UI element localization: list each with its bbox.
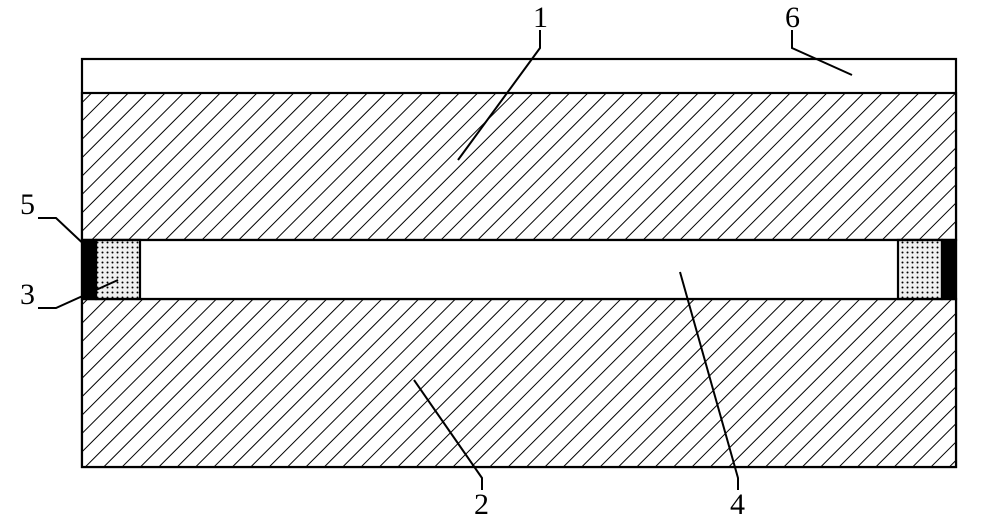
lower-hatched-region bbox=[82, 299, 956, 467]
diagram-stage: 1 6 5 3 2 4 bbox=[0, 0, 1000, 532]
callout-label-c4: 4 bbox=[730, 490, 745, 520]
gap-channel bbox=[82, 240, 956, 299]
callout-label-c3: 3 bbox=[20, 280, 35, 310]
callout-label-c2: 2 bbox=[474, 490, 489, 520]
diagram-svg bbox=[0, 0, 1000, 532]
right-black-block bbox=[942, 240, 956, 299]
right-dotted-block bbox=[898, 240, 942, 299]
callout-label-c5: 5 bbox=[20, 190, 35, 220]
callout-label-c1: 1 bbox=[533, 3, 548, 33]
left-dotted-block bbox=[96, 240, 140, 299]
upper-hatched-region bbox=[82, 93, 956, 240]
callout-label-c6: 6 bbox=[785, 3, 800, 33]
